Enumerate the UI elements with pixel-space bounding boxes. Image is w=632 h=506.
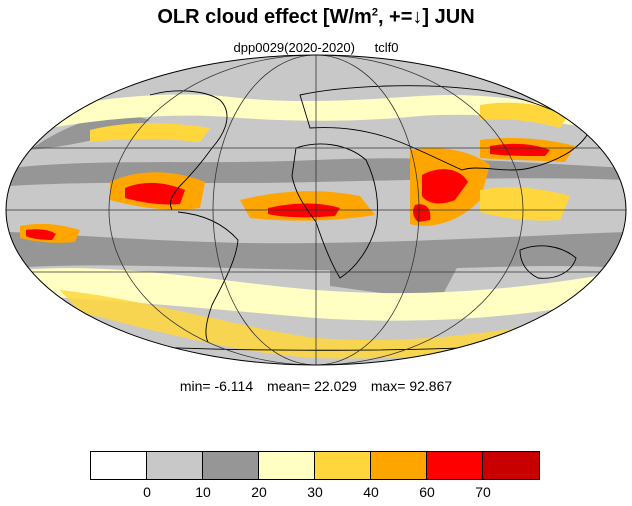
- colorbar-tick-label: 0: [143, 484, 151, 500]
- coast-south-america: [177, 211, 239, 343]
- coast-eurasia: [299, 85, 591, 171]
- stat-min: min= -6.114: [179, 378, 254, 394]
- coast-australia: [519, 245, 577, 279]
- title-tail: , +=↓] JUN: [377, 6, 475, 28]
- convection-core-america: [125, 182, 185, 205]
- orange-patch-north-asia: [480, 102, 570, 128]
- title-superscript: 2: [371, 6, 378, 19]
- colorbar-bin: [203, 452, 259, 479]
- orange-patch-north-pacific: [90, 123, 210, 142]
- yellow-band-south: [20, 268, 620, 321]
- colorbar-bin: [483, 452, 539, 479]
- colorbar-bin: [315, 452, 371, 479]
- world-map: [5, 54, 627, 366]
- graticule: [6, 55, 626, 365]
- colorbar-bin: [371, 452, 427, 479]
- colorbar-bin: [259, 452, 315, 479]
- convection-core-africa: [268, 203, 340, 218]
- map-boundary: [5, 54, 627, 366]
- subtitle-run: dpp0029(2020-2020): [233, 40, 355, 55]
- colorbar-tick-label: 70: [475, 484, 491, 500]
- colorbar-tick-label: 60: [419, 484, 435, 500]
- orange-band-south: [60, 290, 560, 359]
- convection-core-india: [422, 169, 468, 204]
- graticule-meridian-inner: [212, 55, 420, 365]
- subtitle-variable: tclf0: [374, 40, 399, 55]
- colorbar-tick-label: 40: [363, 484, 379, 500]
- subtitle: dpp0029(2020-2020) tclf0: [0, 40, 632, 55]
- convection-maritime-continent: [480, 187, 570, 221]
- dark-band-south: [10, 232, 626, 271]
- colorbar-bin: [427, 452, 483, 479]
- coast-africa: [291, 143, 378, 279]
- dark-patch-africa-south: [330, 254, 460, 300]
- yellow-band-north: [40, 94, 610, 132]
- title-text: OLR cloud effect [W/m: [157, 6, 372, 28]
- stat-mean: mean= 22.029: [267, 378, 357, 394]
- itcz-core-pacific: [26, 229, 56, 240]
- colorbar-tick-label: 20: [251, 484, 267, 500]
- colorbar-tick-label: 10: [195, 484, 211, 500]
- map-field: [6, 55, 626, 365]
- colorbar-bin: [91, 452, 147, 479]
- colorbar-tick-label: 30: [307, 484, 323, 500]
- colorbar-ticks: 0 10 20 30 40 60 70: [0, 484, 632, 502]
- stat-max: max= 92.867: [370, 378, 453, 394]
- graticule-meridian-outer: [108, 55, 524, 365]
- colorbar-bin: [147, 452, 203, 479]
- chart-title: OLR cloud effect [W/m2, +=↓] JUN: [0, 6, 632, 29]
- statistics: min= -6.114 mean= 22.029 max= 92.867: [0, 378, 632, 394]
- colorbar: [90, 451, 540, 480]
- convection-core-indian-ocean: [413, 204, 431, 222]
